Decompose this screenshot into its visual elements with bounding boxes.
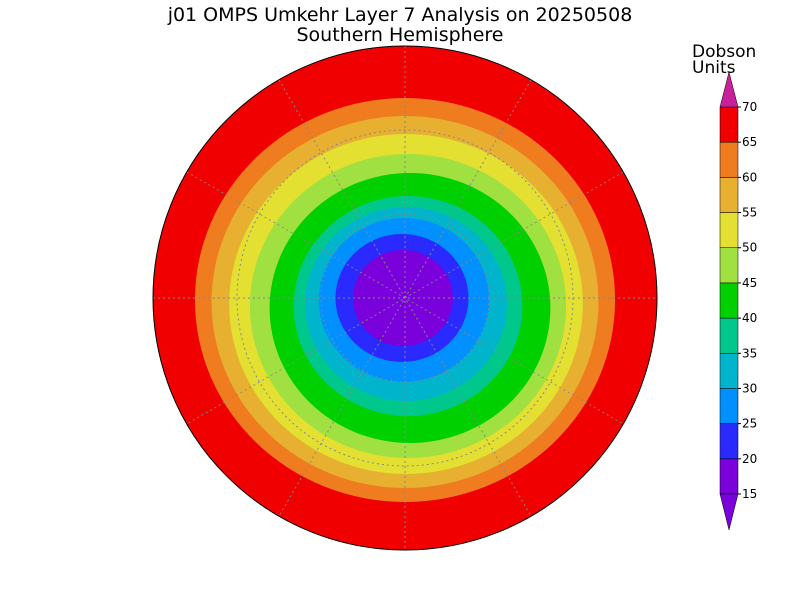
colorbar-title: Units xyxy=(692,58,736,78)
colorbar-label: 60 xyxy=(742,170,757,184)
colorbar-swatch xyxy=(719,247,739,284)
colorbar-label: 25 xyxy=(742,417,757,431)
colorbar-label: 40 xyxy=(742,311,757,325)
colorbar-label: 30 xyxy=(742,381,757,395)
colorbar-swatch xyxy=(719,317,739,354)
colorbar-swatch xyxy=(719,106,739,143)
longitude-line xyxy=(186,171,624,425)
colorbar-title: Dobson xyxy=(692,42,756,62)
colorbar-under xyxy=(719,493,739,531)
colorbar-swatch xyxy=(719,282,739,319)
colorbar-label: 65 xyxy=(742,135,757,149)
colorbar-label: 55 xyxy=(742,206,757,220)
colorbar-over xyxy=(719,71,739,108)
colorbar-swatch xyxy=(719,353,739,389)
colorbar-swatch xyxy=(719,388,739,424)
map xyxy=(153,46,657,550)
colorbar-label: 50 xyxy=(742,241,757,255)
colorbar-label: 15 xyxy=(742,487,757,501)
colorbar-label: 20 xyxy=(742,452,757,466)
subtitle: Southern Hemisphere xyxy=(296,24,503,46)
colorbar-label: 35 xyxy=(742,346,757,360)
colorbar-swatch xyxy=(719,423,739,460)
colorbar-swatch xyxy=(719,141,739,178)
map-border xyxy=(152,45,658,551)
colorbar-swatch xyxy=(719,458,739,495)
title: j01 OMPS Umkehr Layer 7 Analysis on 2025… xyxy=(167,4,633,26)
colorbar-swatch xyxy=(719,177,739,213)
colorbar-label: 45 xyxy=(742,276,757,290)
colorbar-label: 70 xyxy=(742,100,757,114)
colorbar-swatch xyxy=(719,212,739,248)
